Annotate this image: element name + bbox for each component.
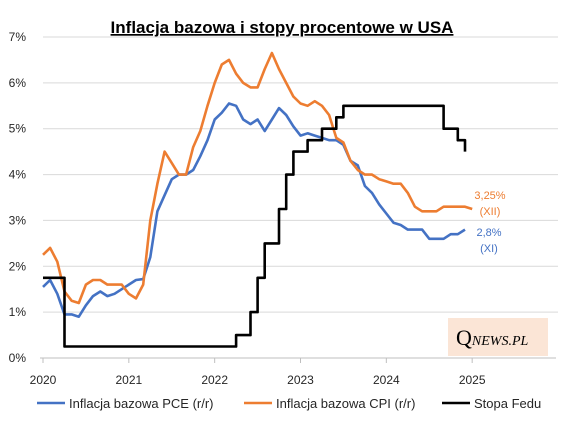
legend-label: Stopa Fedu	[474, 396, 541, 411]
pce-last-month-label: (XI)	[480, 243, 498, 255]
y-tick-label: 1%	[9, 305, 27, 319]
x-tick-label: 2021	[115, 373, 142, 387]
x-axis-ticks: 2020 2021 2022 2023 2024 2025	[30, 358, 486, 387]
x-tick-label: 2022	[201, 373, 228, 387]
series-line-0	[42, 102, 466, 318]
y-tick-label: 3%	[9, 213, 27, 227]
legend-label: Inflacja bazowa CPI (r/r)	[276, 396, 415, 411]
cpi-last-value-label: 3,25%	[474, 190, 505, 202]
y-tick-label: 4%	[9, 168, 27, 182]
y-axis-ticks: 0% 1% 2% 3% 4% 5% 6% 7%	[9, 30, 27, 365]
logo-box	[448, 318, 548, 356]
y-tick-label: 0%	[9, 351, 27, 365]
logo-text: QNEWS.PL	[456, 325, 528, 350]
legend: Inflacja bazowa PCE (r/r) Inflacja bazowa…	[37, 396, 541, 411]
x-tick-label: 2025	[459, 373, 486, 387]
series-lines	[42, 51, 473, 348]
chart-title: Inflacja bazowa i stopy procentowe w USA	[111, 18, 454, 37]
cpi-last-month-label: (XII)	[480, 206, 501, 218]
end-value-annotations: 3,25% (XII) 2,8% (XI)	[474, 190, 505, 255]
logo: QNEWS.PL	[448, 318, 548, 356]
series-line-1	[42, 51, 473, 305]
x-tick-label: 2024	[373, 373, 400, 387]
y-tick-label: 5%	[9, 122, 27, 136]
y-tick-label: 7%	[9, 30, 27, 44]
gridlines	[43, 36, 558, 313]
x-tick-label: 2023	[287, 373, 314, 387]
y-tick-label: 6%	[9, 76, 27, 90]
y-tick-label: 2%	[9, 259, 27, 273]
series-line-2	[43, 104, 467, 348]
legend-label: Inflacja bazowa PCE (r/r)	[69, 396, 214, 411]
pce-last-value-label: 2,8%	[476, 227, 501, 239]
x-tick-label: 2020	[30, 373, 57, 387]
